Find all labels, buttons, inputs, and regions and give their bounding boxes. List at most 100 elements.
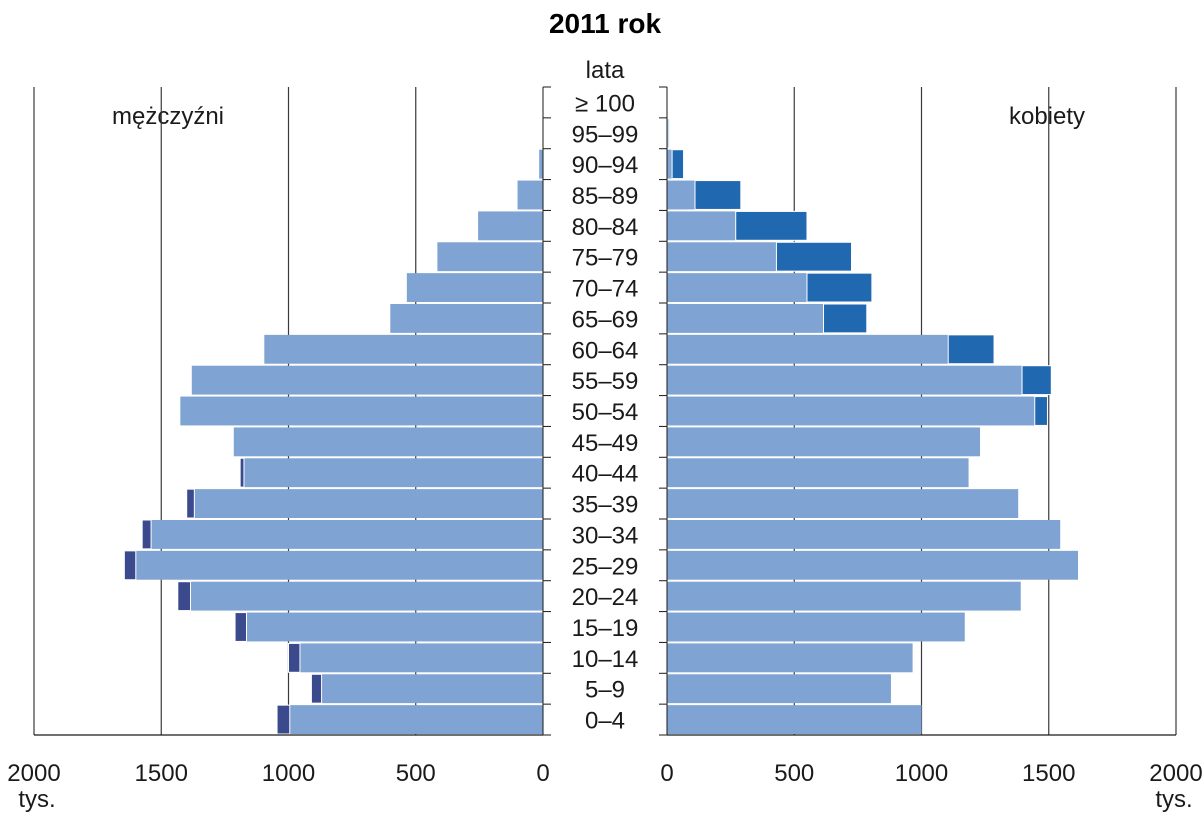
- left-panel-label: mężczyźni: [112, 103, 224, 130]
- bar-left-extra-15: [123, 550, 137, 581]
- age-label: 10–14: [572, 646, 639, 673]
- bar-left-2: [539, 149, 543, 179]
- age-label: 30–34: [572, 522, 639, 549]
- bar-right-18: [667, 643, 913, 673]
- right-tick-label: 1000: [895, 760, 948, 787]
- bar-right-15: [667, 550, 1079, 580]
- age-label: 15–19: [572, 615, 639, 642]
- bar-left-15: [135, 550, 544, 580]
- age-label: 45–49: [572, 430, 639, 457]
- age-label: 55–59: [572, 368, 639, 395]
- age-label: 95–99: [572, 121, 639, 148]
- left-unit-label: tys.: [18, 786, 55, 813]
- bar-left-20: [289, 705, 543, 734]
- bar-left-19: [321, 674, 543, 704]
- bar-left-18: [299, 643, 543, 673]
- bar-right-9: [667, 365, 1023, 395]
- bar-left-3: [517, 180, 543, 210]
- bars: [123, 118, 1079, 735]
- age-label: ≥ 100: [575, 90, 635, 117]
- bar-left-extra-19: [310, 673, 323, 704]
- right-tick-label: 2000: [1149, 760, 1202, 787]
- bar-left-8: [264, 334, 543, 364]
- bar-right-10: [667, 396, 1035, 426]
- bar-right-20: [667, 705, 922, 734]
- bar-right-extra-5: [775, 241, 853, 272]
- right-tick-label: 1500: [1022, 760, 1075, 787]
- chart-title: 2011 rok: [549, 8, 662, 39]
- bar-right-19: [667, 674, 891, 704]
- bar-left-4: [478, 211, 543, 241]
- bar-left-10: [180, 396, 543, 426]
- right-panel-label: kobiety: [1009, 103, 1085, 130]
- bar-left-extra-18: [288, 642, 301, 673]
- bar-left-extra-16: [177, 581, 192, 612]
- bar-right-extra-9: [1021, 365, 1052, 396]
- bar-left-extra-14: [141, 519, 152, 550]
- bar-left-7: [390, 304, 543, 333]
- age-label: 90–94: [572, 152, 639, 179]
- age-label: 75–79: [572, 245, 639, 272]
- bar-right-17: [667, 612, 965, 642]
- bar-right-14: [667, 520, 1061, 549]
- bar-right-3: [667, 180, 695, 210]
- bar-right-8: [667, 334, 949, 364]
- bar-left-17: [246, 612, 543, 642]
- bar-left-12: [243, 458, 543, 488]
- age-label: 85–89: [572, 183, 639, 210]
- bar-right-extra-10: [1034, 396, 1048, 426]
- bar-left-extra-13: [186, 488, 195, 519]
- bar-right-extra-8: [947, 334, 995, 365]
- bar-left-extra-17: [234, 612, 248, 642]
- bar-right-extra-2: [671, 149, 685, 180]
- age-label: 5–9: [585, 677, 625, 704]
- left-tick-label: 1000: [262, 760, 315, 787]
- bar-left-13: [194, 489, 543, 518]
- left-tick-label: 500: [396, 760, 436, 787]
- left-tick-label: 1500: [135, 760, 188, 787]
- age-label: 20–24: [572, 584, 639, 611]
- bar-left-9: [191, 365, 544, 395]
- age-label: 35–39: [572, 492, 639, 519]
- bar-right-7: [667, 304, 824, 333]
- bar-right-6: [667, 273, 807, 302]
- bar-left-extra-20: [276, 704, 291, 735]
- bar-left-5: [437, 242, 543, 272]
- right-tick-label: 0: [660, 760, 673, 787]
- bar-right-11: [667, 427, 981, 457]
- bar-left-6: [406, 273, 543, 302]
- age-label: 40–44: [572, 461, 639, 488]
- bar-right-16: [667, 581, 1021, 611]
- bar-right-extra-7: [823, 303, 868, 334]
- bar-left-16: [190, 581, 543, 611]
- age-label: 70–74: [572, 276, 639, 303]
- age-labels: ≥ 100 95–99 90–94 85–89 80–84 75–79 70–74 65–69…: [572, 90, 639, 734]
- bar-right-extra-4: [735, 210, 808, 241]
- bar-right-extra-3: [694, 180, 742, 210]
- bar-right-extra-6: [806, 272, 873, 303]
- left-tick-label: 2000: [7, 760, 60, 787]
- bar-right-12: [667, 458, 969, 488]
- age-label: 50–54: [572, 399, 639, 426]
- bar-right-5: [667, 242, 777, 272]
- bar-left-14: [151, 520, 543, 549]
- age-label: 60–64: [572, 337, 639, 364]
- bar-right-2: [667, 149, 673, 179]
- bar-right-4: [667, 211, 736, 241]
- axes: [34, 86, 1176, 736]
- right-tick-label: 500: [774, 760, 814, 787]
- age-label: 65–69: [572, 306, 639, 333]
- bar-right-13: [667, 489, 1019, 518]
- left-tick-label: 0: [536, 760, 549, 787]
- right-unit-label: tys.: [1155, 786, 1192, 813]
- age-label: 80–84: [572, 214, 639, 241]
- age-axis-label: lata: [586, 57, 625, 84]
- bar-right-1: [667, 118, 669, 148]
- bar-left-extra-12: [239, 457, 245, 488]
- bar-right-extra-1: [667, 118, 671, 149]
- bar-left-11: [233, 427, 543, 457]
- age-label: 0–4: [585, 708, 625, 735]
- age-label: 25–29: [572, 553, 639, 580]
- tick-labels: 2000 1500 1000 500 0 0 500 1000 1500 2000: [7, 760, 1202, 787]
